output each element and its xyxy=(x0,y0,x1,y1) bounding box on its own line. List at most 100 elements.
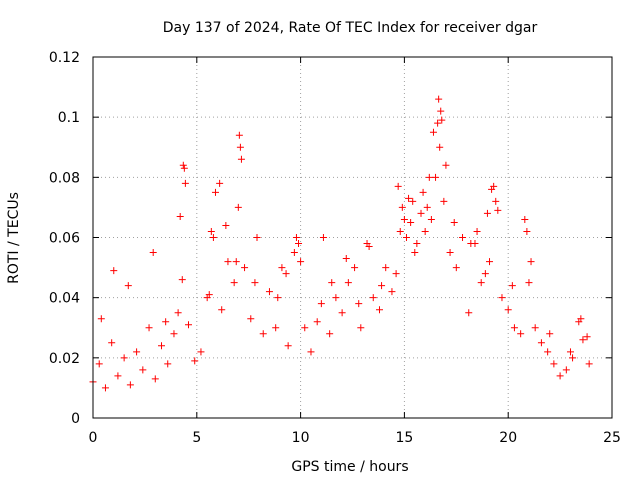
data-point xyxy=(259,330,267,338)
data-point xyxy=(222,221,230,229)
data-point xyxy=(120,354,128,362)
data-point xyxy=(583,333,591,341)
data-point xyxy=(207,227,215,235)
data-point xyxy=(278,264,286,272)
data-point xyxy=(432,173,440,181)
data-point xyxy=(205,291,213,299)
data-point xyxy=(392,270,400,278)
data-point xyxy=(375,306,383,314)
data-point xyxy=(382,264,390,272)
data-point xyxy=(326,330,334,338)
data-point xyxy=(162,318,170,326)
data-point xyxy=(490,182,498,190)
data-point xyxy=(400,215,408,223)
x-tick-label: 25 xyxy=(603,430,621,446)
data-point xyxy=(235,131,243,139)
data-point xyxy=(440,197,448,205)
data-point xyxy=(224,258,232,266)
data-point xyxy=(319,234,327,241)
data-point xyxy=(209,234,217,241)
data-point xyxy=(425,173,433,181)
data-point xyxy=(417,209,425,217)
data-point xyxy=(232,258,240,266)
data-point xyxy=(421,227,429,235)
data-point xyxy=(344,279,352,287)
data-point xyxy=(427,215,435,223)
data-point xyxy=(151,375,159,383)
data-point xyxy=(465,309,473,317)
data-point xyxy=(184,321,192,329)
y-tick-label: 0 xyxy=(71,411,80,427)
data-point xyxy=(133,348,141,356)
data-point xyxy=(378,282,386,290)
data-point xyxy=(521,215,529,223)
data-point xyxy=(174,309,182,317)
data-point xyxy=(411,249,419,257)
data-point xyxy=(508,282,516,290)
data-point xyxy=(284,342,292,350)
y-tick-label: 0.1 xyxy=(58,110,80,126)
data-point xyxy=(145,324,153,332)
data-point xyxy=(405,194,413,202)
data-point xyxy=(569,354,577,362)
data-point xyxy=(108,339,116,347)
data-point xyxy=(297,258,305,266)
x-tick-label: 15 xyxy=(395,430,413,446)
data-point xyxy=(290,249,298,257)
data-point xyxy=(446,249,454,257)
y-tick-label: 0.08 xyxy=(49,170,80,186)
y-axis-ticks: 0 0.02 0.04 0.06 0.08 0.1 0.12 xyxy=(49,50,612,427)
data-point xyxy=(527,258,535,266)
data-point xyxy=(467,240,475,248)
data-point xyxy=(317,300,325,308)
data-point xyxy=(179,161,187,169)
data-points xyxy=(89,95,593,392)
data-point xyxy=(181,179,189,187)
data-point xyxy=(274,294,282,302)
data-point xyxy=(517,330,525,338)
data-point xyxy=(435,95,443,103)
data-point xyxy=(110,267,118,275)
data-point xyxy=(436,143,444,151)
data-point xyxy=(494,206,502,214)
data-point xyxy=(429,128,437,136)
data-point xyxy=(434,119,442,127)
data-point xyxy=(357,324,365,332)
data-point xyxy=(158,342,166,350)
data-point xyxy=(272,324,280,332)
data-point xyxy=(328,279,336,287)
data-point xyxy=(149,249,157,257)
data-point xyxy=(492,197,500,205)
data-point xyxy=(438,116,446,124)
x-axis-label: GPS time / hours xyxy=(291,459,408,475)
data-point xyxy=(510,324,518,332)
data-point xyxy=(537,339,545,347)
x-tick-label: 5 xyxy=(192,430,201,446)
data-point xyxy=(556,372,564,380)
data-point xyxy=(126,381,134,389)
data-point xyxy=(197,348,205,356)
data-point xyxy=(450,218,458,226)
data-point xyxy=(241,264,249,272)
data-point xyxy=(124,282,132,290)
data-point xyxy=(253,234,261,241)
data-point xyxy=(351,264,359,272)
data-point xyxy=(423,203,431,211)
data-point xyxy=(419,188,427,196)
data-point xyxy=(577,315,585,323)
data-point xyxy=(473,227,481,235)
data-point xyxy=(265,288,273,296)
data-point xyxy=(550,360,558,368)
x-tick-label: 20 xyxy=(499,430,517,446)
data-point xyxy=(307,348,315,356)
data-point xyxy=(504,306,512,314)
data-point xyxy=(191,357,199,365)
data-point xyxy=(413,240,421,248)
data-point xyxy=(101,384,109,392)
data-point xyxy=(176,212,184,220)
data-point xyxy=(251,279,259,287)
data-point xyxy=(114,372,122,380)
data-point xyxy=(525,279,533,287)
data-point xyxy=(398,203,406,211)
